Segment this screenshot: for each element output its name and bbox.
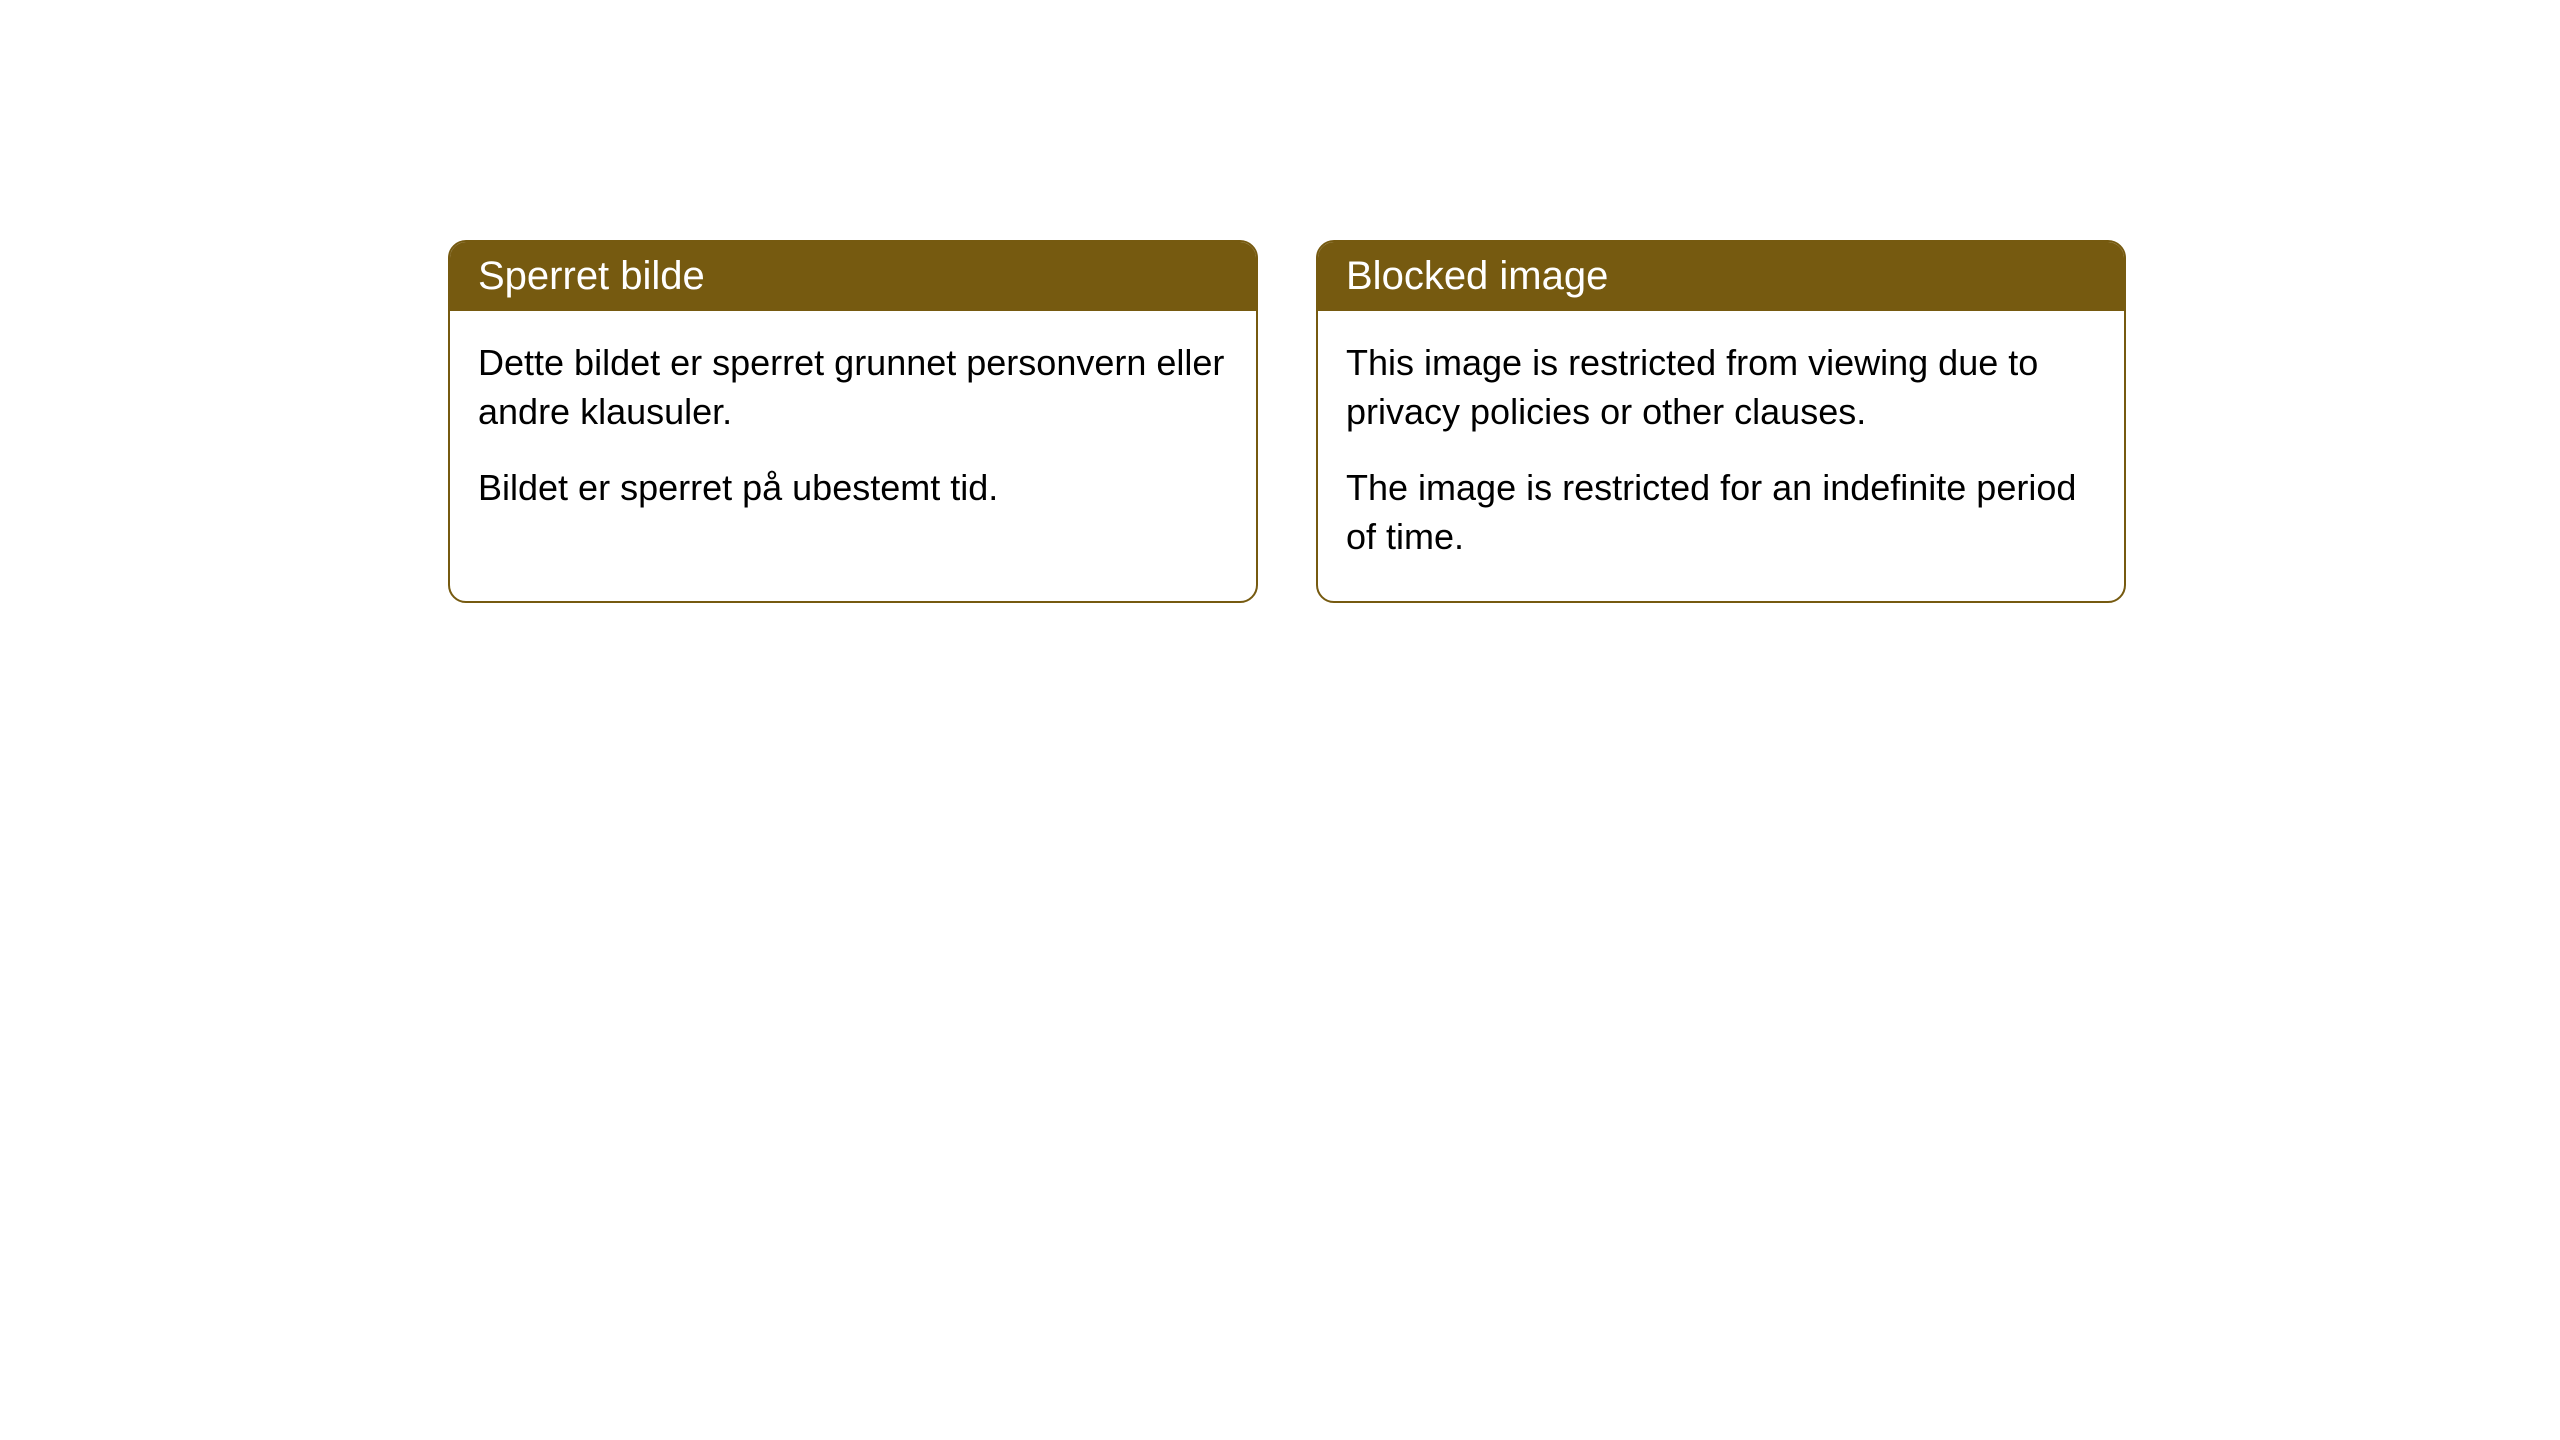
blocked-image-card-english: Blocked image This image is restricted f… [1316, 240, 2126, 603]
cards-container: Sperret bilde Dette bildet er sperret gr… [0, 0, 2560, 603]
card-header: Sperret bilde [450, 242, 1256, 311]
blocked-image-card-norwegian: Sperret bilde Dette bildet er sperret gr… [448, 240, 1258, 603]
card-paragraph: Bildet er sperret på ubestemt tid. [478, 464, 1228, 513]
card-paragraph: This image is restricted from viewing du… [1346, 339, 2096, 436]
card-header: Blocked image [1318, 242, 2124, 311]
card-body: Dette bildet er sperret grunnet personve… [450, 311, 1256, 553]
card-title: Blocked image [1346, 254, 1608, 298]
card-body: This image is restricted from viewing du… [1318, 311, 2124, 601]
card-paragraph: Dette bildet er sperret grunnet personve… [478, 339, 1228, 436]
card-paragraph: The image is restricted for an indefinit… [1346, 464, 2096, 561]
card-title: Sperret bilde [478, 254, 705, 298]
